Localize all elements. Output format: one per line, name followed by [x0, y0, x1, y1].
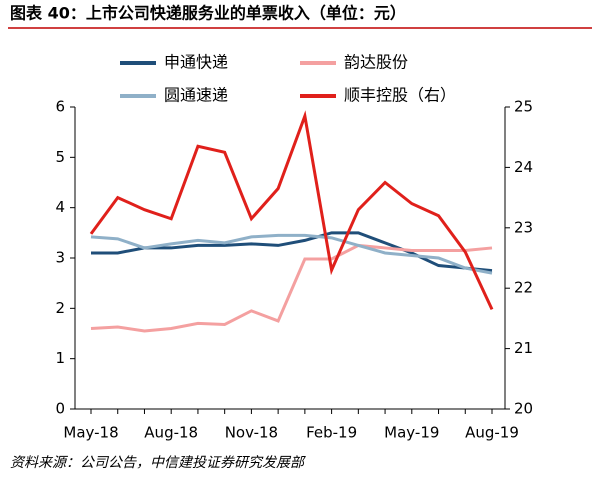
- y-tick-label: 4: [55, 198, 65, 216]
- series-line: [91, 231, 493, 273]
- legend-label: 韵达股份: [344, 53, 408, 72]
- series-line: [90, 233, 493, 275]
- x-tick-label: May-18: [63, 424, 118, 442]
- y2-tick-label: 25: [514, 98, 533, 116]
- y-tick-label: 3: [55, 249, 65, 267]
- source-note: 资料来源：公司公告，中信建投证券研究发展部: [10, 455, 306, 471]
- x-tick-label: Aug-18: [144, 424, 198, 442]
- x-tick-label: Feb-19: [306, 424, 357, 442]
- series-line: [89, 110, 494, 310]
- y2-tick-label: 21: [514, 339, 533, 357]
- x-tick-label: Nov-18: [225, 424, 278, 442]
- chart-title: 图表 40：上市公司快递服务业的单票收入（单位：元）: [10, 4, 406, 23]
- y-tick-label: 0: [55, 400, 65, 418]
- legend-label: 申通快递: [164, 53, 228, 72]
- legend-label: 顺丰控股（右）: [344, 86, 456, 105]
- y-tick-label: 2: [55, 299, 65, 317]
- y2-tick-label: 20: [514, 400, 533, 418]
- y-tick-label: 1: [55, 349, 65, 367]
- series-line: [90, 243, 493, 333]
- y-tick-label: 5: [55, 148, 65, 166]
- x-tick-label: May-19: [384, 424, 439, 442]
- x-tick-label: Aug-19: [465, 424, 519, 442]
- y2-tick-label: 24: [514, 158, 533, 176]
- y2-tick-label: 23: [514, 218, 533, 236]
- y2-tick-label: 22: [514, 279, 533, 297]
- y-tick-label: 6: [55, 98, 65, 116]
- legend-label: 圆通速递: [164, 86, 228, 105]
